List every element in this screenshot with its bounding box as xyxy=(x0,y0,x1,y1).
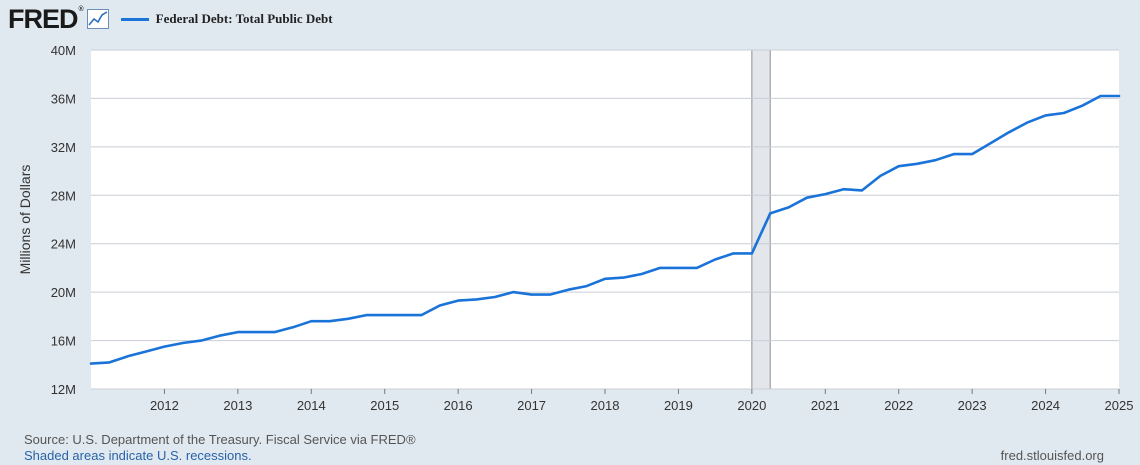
x-tick-label: 2025 xyxy=(1105,398,1134,413)
logo-text: FRED xyxy=(8,3,78,34)
y-tick-label: 16M xyxy=(51,334,76,349)
x-tick-label: 2013 xyxy=(223,398,252,413)
y-tick-label: 28M xyxy=(51,188,76,203)
x-tick-label: 2012 xyxy=(150,398,179,413)
chart-header: FRED® Federal Debt: Total Public Debt xyxy=(8,4,333,34)
fred-logo[interactable]: FRED® xyxy=(8,3,84,34)
site-url[interactable]: fred.stlouisfed.org xyxy=(1000,448,1104,463)
series-line xyxy=(89,94,1121,365)
legend-swatch xyxy=(120,17,149,21)
y-tick-label: 20M xyxy=(51,285,76,300)
x-tick-label: 2018 xyxy=(591,398,620,413)
y-tick-label: 40M xyxy=(51,43,76,58)
y-axis-label: Millions of Dollars xyxy=(17,165,33,275)
source-note: Source: U.S. Department of the Treasury.… xyxy=(24,432,416,447)
y-tick-label: 32M xyxy=(51,140,76,155)
logo-registered-mark: ® xyxy=(78,5,84,13)
chart-trend-icon xyxy=(86,9,109,29)
legend-label: Federal Debt: Total Public Debt xyxy=(155,11,333,26)
legend: Federal Debt: Total Public Debt xyxy=(120,11,333,27)
y-tick-label: 36M xyxy=(51,91,76,106)
y-tick-label: 24M xyxy=(51,237,76,252)
plot-area xyxy=(91,50,1119,389)
x-tick-label: 2019 xyxy=(664,398,693,413)
recession-note-link[interactable]: Shaded areas indicate U.S. recessions. xyxy=(24,448,252,463)
x-tick-label: 2017 xyxy=(517,398,546,413)
x-tick-label: 2016 xyxy=(444,398,473,413)
x-tick-label: 2023 xyxy=(958,398,987,413)
chart-footer: Source: U.S. Department of the Treasury.… xyxy=(24,432,416,464)
x-tick-label: 2020 xyxy=(737,398,766,413)
line-chart[interactable]: 12M 16M 20M 24M 28M 32M 36M 40M 2012 2013 2014 2015… xyxy=(0,0,1140,430)
x-tick-label: 2021 xyxy=(811,398,840,413)
x-tick-label: 2014 xyxy=(297,398,326,413)
x-tick-label: 2024 xyxy=(1031,398,1060,413)
y-tick-label: 12M xyxy=(51,382,76,397)
x-tick-label: 2015 xyxy=(370,398,399,413)
x-tick-label: 2022 xyxy=(884,398,913,413)
